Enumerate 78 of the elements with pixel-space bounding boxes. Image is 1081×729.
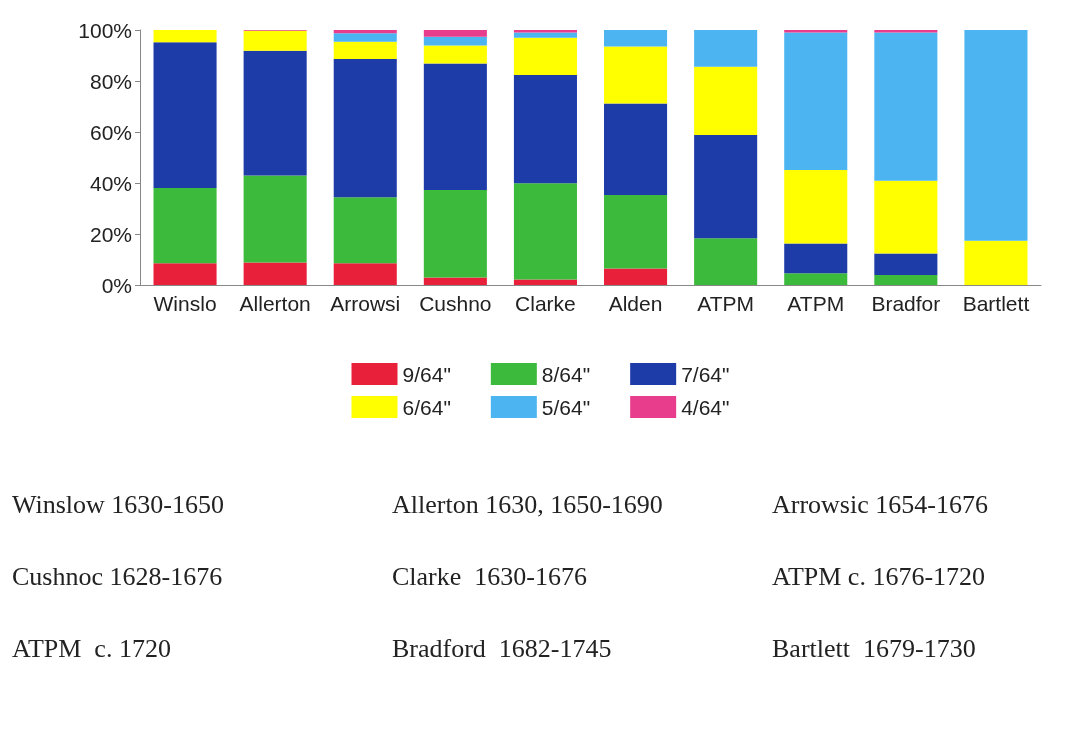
bar [513, 30, 577, 33]
bar [423, 30, 487, 37]
bar [333, 41, 397, 60]
bar [243, 50, 307, 176]
bar [874, 32, 938, 181]
bar [784, 170, 848, 244]
bar [694, 66, 758, 136]
bar [333, 59, 397, 198]
text: Bradford 1682-1745 [392, 634, 612, 664]
bar [513, 37, 577, 75]
bar [694, 30, 758, 67]
bar [513, 279, 577, 285]
x-tick-label: Bartlett [962, 292, 1030, 315]
bar [423, 45, 487, 64]
bar [243, 262, 307, 285]
bar [964, 240, 1028, 285]
bar [604, 268, 668, 285]
bar [153, 42, 217, 189]
bar [423, 63, 487, 190]
bar [243, 30, 307, 51]
legend-label: 6/64" [402, 395, 451, 419]
text: Allerton 1630, 1650-1690 [392, 490, 663, 520]
x-tick-label: Allerton [239, 292, 311, 315]
x-tick-label: Alden [608, 292, 663, 315]
legend-label: 5/64" [541, 395, 591, 419]
x-tick-label: ATPM [787, 292, 845, 315]
legend-label: 9/64" [402, 362, 451, 386]
text: ATPM c. 1720 [12, 634, 171, 664]
bar [243, 175, 307, 263]
text: Cushnoc 1628-1676 [12, 562, 223, 592]
x-tick-label: Winslo [153, 292, 217, 315]
bar [784, 273, 848, 285]
bar [964, 30, 1028, 241]
y-tick-label: 100% [78, 18, 132, 42]
bar [333, 197, 397, 264]
bar [784, 243, 848, 274]
bar [604, 103, 668, 195]
legend-label: 4/64" [681, 395, 730, 419]
y-tick-label: 0% [101, 273, 132, 297]
bar [423, 277, 487, 285]
text: Winslow 1630-1650 [12, 490, 224, 520]
bar [423, 189, 487, 278]
y-tick-label: 20% [89, 222, 132, 246]
x-tick-label: ATPM [697, 292, 755, 315]
bar [604, 30, 668, 47]
bar [153, 30, 217, 43]
legend-label: 7/64" [681, 362, 730, 386]
bar [604, 194, 668, 269]
text: Arrowsic 1654-1676 [772, 490, 988, 520]
bar [874, 275, 938, 285]
bar [513, 183, 577, 280]
bar [333, 263, 397, 285]
bar [423, 36, 487, 46]
bar [153, 188, 217, 264]
y-tick-label: 60% [89, 120, 132, 144]
x-tick-label: Cushno [419, 292, 492, 315]
bar [694, 135, 758, 239]
bar [513, 74, 577, 184]
bar [874, 180, 938, 254]
legend-label: 8/64" [541, 362, 591, 386]
bar [784, 30, 848, 33]
bar [604, 46, 668, 104]
x-tick-label: Bradfor [871, 292, 941, 315]
bar [784, 32, 848, 170]
y-tick-label: 40% [89, 171, 132, 195]
bar [874, 30, 938, 33]
bar [153, 263, 217, 285]
text: Bartlett 1679-1730 [772, 634, 976, 664]
bar [694, 238, 758, 285]
x-tick-label: Clarke [515, 292, 576, 315]
x-tick-label: Arrowsi [330, 292, 401, 315]
bar [874, 253, 938, 276]
text: ATPM c. 1676-1720 [772, 562, 986, 592]
bar [513, 32, 577, 38]
text: Clarke 1630-1676 [392, 562, 587, 592]
bar [333, 33, 397, 42]
bar [333, 30, 397, 34]
y-tick-label: 80% [89, 69, 132, 93]
